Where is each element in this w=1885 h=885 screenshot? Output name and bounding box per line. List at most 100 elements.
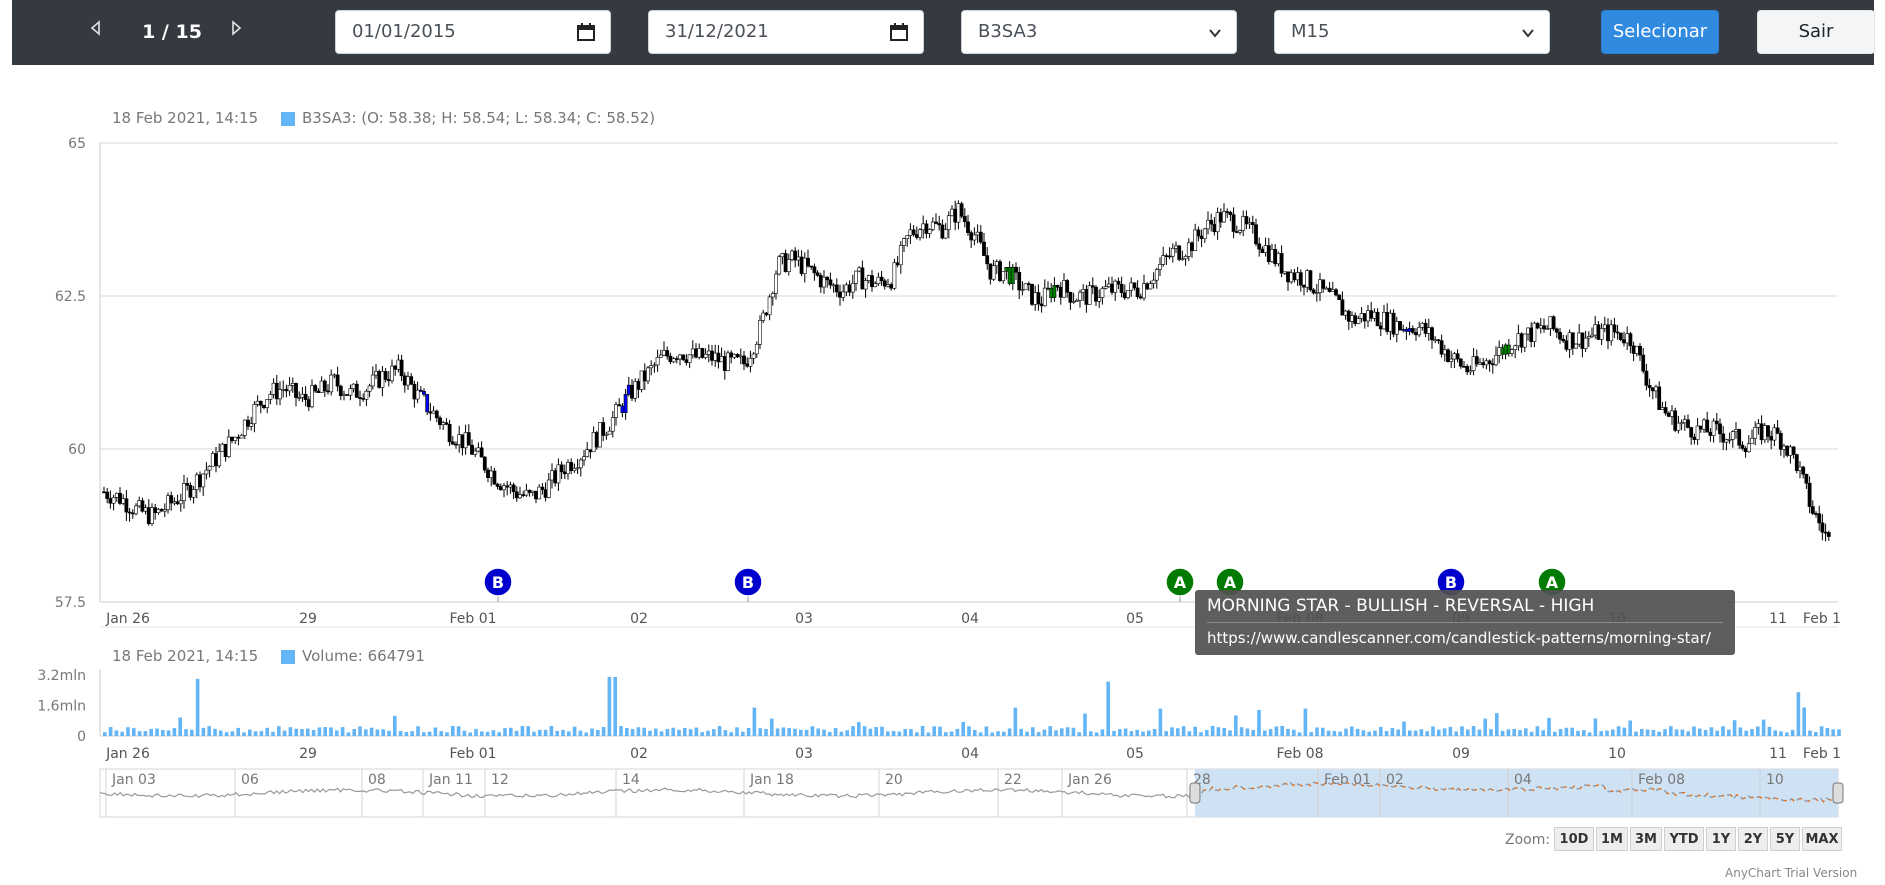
timeframe-value: M15	[1291, 21, 1330, 42]
candle-body	[764, 312, 769, 316]
candle-body	[242, 419, 247, 436]
start-date-input[interactable]: 01/01/2015	[335, 10, 611, 54]
candle-body	[393, 365, 398, 370]
candle-body	[1340, 299, 1345, 316]
volume-bar	[114, 730, 119, 736]
volume-bar	[1582, 730, 1586, 736]
candle-body	[358, 397, 362, 399]
navigator-label: Jan 26	[1067, 772, 1112, 788]
zoom-2y-button[interactable]: 2Y	[1738, 827, 1768, 851]
candle-body	[1698, 425, 1703, 430]
candle-body	[425, 394, 430, 413]
candle-body	[460, 434, 465, 449]
volume-bar	[172, 728, 177, 736]
zoom-label: Zoom:	[1505, 832, 1551, 848]
volume-bar	[1640, 728, 1644, 736]
select-button[interactable]: Selecionar	[1601, 10, 1719, 54]
zoom-5y-button[interactable]: 5Y	[1770, 827, 1800, 851]
zoom-1y-button[interactable]: 1Y	[1706, 827, 1736, 851]
calendar-icon[interactable]	[889, 22, 909, 42]
pattern-tooltip: MORNING STAR - BULLISH - REVERSAL - HIGH…	[1195, 590, 1735, 655]
candle-body	[649, 365, 654, 369]
range-navigator[interactable]: Jan 03 06 08 Jan 11 12 14 Jan 18 20 22 Jan 26 28 Fe…	[99, 768, 1844, 818]
candle-body	[1298, 272, 1303, 286]
volume-bar	[1326, 730, 1331, 736]
volume-bar	[1193, 726, 1197, 736]
end-date-input[interactable]: 31/12/2021	[648, 10, 924, 54]
candle-body	[1775, 427, 1780, 434]
next-page-button[interactable]	[222, 18, 250, 46]
candle-body	[530, 490, 535, 493]
navigator-line	[99, 787, 1193, 799]
candle-body	[1321, 279, 1326, 289]
candle-body	[953, 208, 958, 223]
volume-bar	[480, 731, 484, 736]
candle-body	[281, 388, 286, 391]
zoom-10d-button[interactable]: 10D	[1554, 827, 1594, 851]
candle-body	[204, 469, 209, 475]
candle-body	[1756, 423, 1761, 428]
zoom-3m-button[interactable]: 3M	[1630, 827, 1662, 851]
volume-bar	[1344, 728, 1348, 736]
exit-button[interactable]: Sair	[1757, 10, 1875, 54]
timeframe-select[interactable]: M15	[1274, 10, 1550, 54]
candle-body	[1081, 289, 1086, 293]
volume-bar	[132, 728, 136, 736]
navigator-left-handle[interactable]	[1189, 782, 1201, 804]
candle-body	[1644, 370, 1649, 386]
candle-body	[1046, 287, 1050, 290]
candle-body	[1526, 327, 1530, 335]
symbol-select[interactable]: B3SA3	[961, 10, 1237, 54]
volume-bar	[1524, 728, 1528, 736]
candle-body	[1577, 332, 1582, 345]
volume-bar	[288, 727, 293, 736]
zoom-max-button[interactable]: MAX	[1802, 827, 1842, 851]
candle-body	[1804, 473, 1809, 484]
prev-page-button[interactable]	[82, 18, 110, 46]
candle-body	[1132, 282, 1137, 289]
zoom-1m-button[interactable]: 1M	[1596, 827, 1628, 851]
zoom-ytd-button[interactable]: YTD	[1664, 827, 1704, 851]
candle-body	[1167, 255, 1172, 258]
candle-body	[1513, 345, 1518, 350]
candle-body	[876, 276, 881, 285]
volume-bar	[1205, 729, 1209, 736]
tooltip-url[interactable]: https://www.candlescanner.com/candlestic…	[1207, 629, 1711, 647]
candle-body	[630, 384, 634, 399]
navigator-right-handle[interactable]	[1832, 782, 1844, 804]
stock-chart[interactable]: 65 62.5 60 57.5 Jan 26 29 Feb 01 02 03 04 05 Feb 08…	[0, 75, 1885, 885]
candle-body	[511, 484, 516, 493]
candle-body	[1785, 445, 1790, 456]
volume-y-tick-label: 3.2mln	[37, 668, 86, 684]
candle-body	[927, 229, 932, 234]
candle-body	[1276, 253, 1281, 265]
candle-body	[162, 509, 167, 512]
candle-body	[918, 229, 922, 238]
volume-legend-date: 18 Feb 2021, 14:15	[112, 647, 258, 665]
candle-body	[1654, 386, 1658, 392]
volume-bar	[1808, 730, 1812, 736]
candle-body	[1551, 316, 1556, 330]
candle-body	[767, 296, 772, 316]
price-x-tick-label: 03	[795, 611, 813, 627]
candle-body	[1794, 454, 1799, 471]
price-x-tick-label: Feb 01	[449, 611, 496, 627]
calendar-icon[interactable]	[576, 22, 596, 42]
candle-body	[738, 355, 743, 358]
candle-body	[1122, 292, 1127, 299]
candle-body	[943, 229, 948, 239]
candle-body	[287, 385, 292, 392]
candle-body	[1471, 356, 1476, 371]
volume-bar	[804, 729, 809, 736]
candle-body	[1334, 289, 1338, 296]
candle-body	[1439, 340, 1444, 355]
candle-body	[1686, 419, 1690, 428]
candle-body	[895, 262, 900, 266]
candle-body	[822, 276, 826, 288]
candle-body	[441, 422, 446, 426]
volume-bar	[1576, 730, 1580, 736]
candle-body	[719, 356, 724, 363]
volume-bar	[1419, 729, 1424, 736]
candle-body	[1567, 332, 1572, 350]
volume-bar	[335, 730, 339, 736]
